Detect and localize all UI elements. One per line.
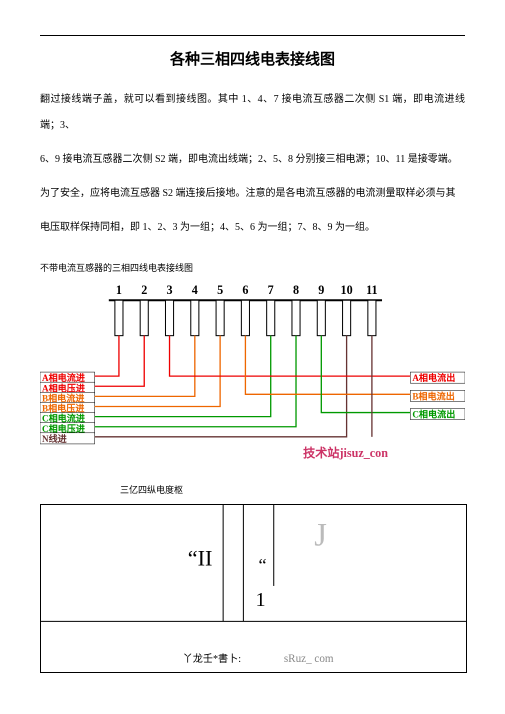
diagram-caption: 三亿四纵电度枢: [120, 483, 465, 496]
svg-text:2: 2: [141, 283, 147, 297]
svg-text:技术站jisuz_con: 技术站jisuz_con: [303, 445, 388, 460]
svg-text:C相电流出: C相电流出: [412, 409, 455, 420]
svg-text:11: 11: [366, 283, 377, 297]
svg-text:“II: “II: [188, 546, 213, 571]
wiring-diagram: 1234567891011A相电流进A相电压进B相电流进B相电压进C相电流进C相…: [40, 280, 465, 482]
svg-text:B相电流出: B相电流出: [412, 390, 454, 401]
paragraph: 6、9 接电流互感器二次侧 S2 端，即电流出线端；2、5、8 分别接三相电源；…: [40, 147, 465, 173]
svg-text:A相电流出: A相电流出: [412, 372, 455, 383]
svg-text:1: 1: [116, 283, 122, 297]
meter-diagram: “II “ 1 J 丫龙壬*書卜: sRuz_ com: [40, 504, 467, 673]
svg-text:1: 1: [256, 590, 266, 612]
paragraph: 为了安全，应将电流互感器 S2 端连接后接地。注意的是各电流互感器的电流测量取样…: [40, 181, 465, 207]
svg-text:C相电压进: C相电压进: [42, 423, 86, 434]
svg-text:9: 9: [318, 283, 324, 297]
paragraph: 电压取样保持同相，即 1、2、3 为一组；4、5、6 为一组；7、8、9 为一组…: [40, 215, 465, 241]
paragraph: 翻过接线端子盖，就可以看到接线图。其中 1、4、7 接电流互感器二次侧 S1 端…: [40, 87, 465, 139]
svg-text:6: 6: [242, 283, 248, 297]
svg-text:B相电流进: B相电流进: [42, 392, 85, 403]
svg-text:A相电流进: A相电流进: [42, 372, 86, 383]
svg-text:4: 4: [192, 283, 198, 297]
svg-text:10: 10: [341, 283, 353, 297]
svg-text:N线进: N线进: [42, 433, 68, 444]
svg-text:7: 7: [268, 283, 274, 297]
svg-text:sRuz_ com: sRuz_ com: [284, 653, 334, 665]
svg-text:B相电压进: B相电压进: [42, 403, 85, 414]
page-title: 各种三相四线电表接线图: [40, 48, 465, 69]
svg-text:8: 8: [293, 283, 299, 297]
svg-text:丫龙壬*書卜:: 丫龙壬*書卜:: [183, 652, 241, 665]
svg-text:A相电压进: A相电压进: [42, 382, 86, 393]
svg-text:J: J: [314, 518, 327, 554]
svg-text:3: 3: [166, 283, 172, 297]
diagram-caption: 不带电流互感器的三相四线电表接线图: [40, 261, 465, 274]
svg-text:5: 5: [217, 283, 223, 297]
svg-text:“: “: [259, 555, 267, 575]
svg-text:C相电流进: C相电流进: [42, 413, 86, 424]
